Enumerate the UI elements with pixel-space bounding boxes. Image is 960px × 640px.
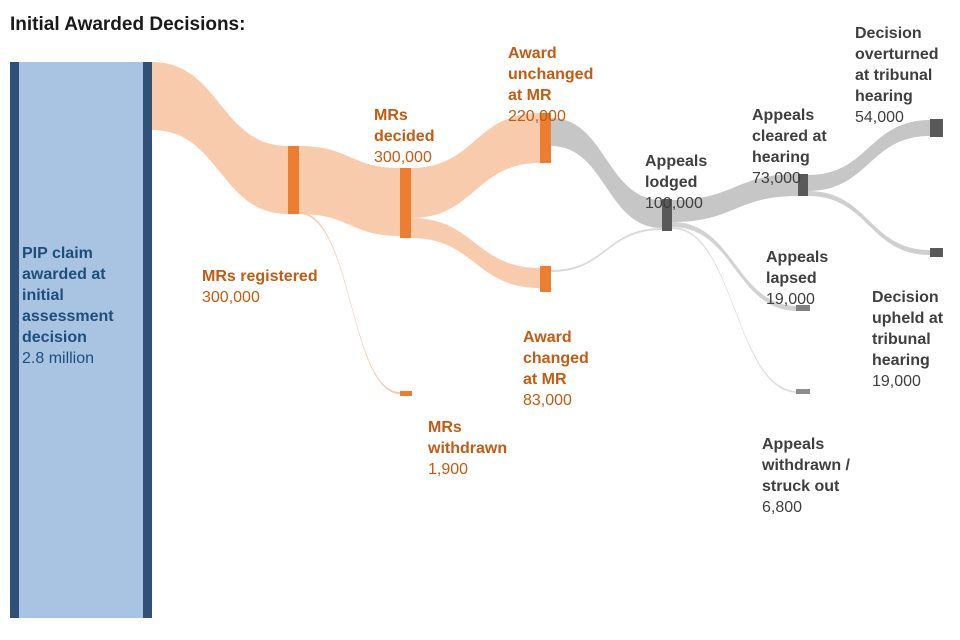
label-decision-overturned-value: 54,000 bbox=[855, 109, 904, 126]
sankey-node-award-unchanged bbox=[540, 113, 551, 163]
label-appeals-lapsed-name: Appeals lapsed bbox=[766, 249, 829, 287]
label-mrs-registered: MRs registered 300,000 bbox=[202, 245, 352, 329]
label-mrs-decided-value: 300,000 bbox=[374, 149, 432, 166]
flow-award-unchanged-to-appeals-lodged bbox=[551, 118, 662, 228]
label-award-unchanged-value: 220,000 bbox=[508, 108, 566, 125]
label-appeals-lapsed-value: 19,000 bbox=[766, 291, 815, 308]
label-mrs-withdrawn: MRs withdrawn 1,900 bbox=[428, 396, 538, 501]
flow-mrs-decided-to-award-unchanged bbox=[411, 113, 540, 218]
flow-appeals-lodged-to-appeals-lapsed bbox=[672, 222, 798, 311]
label-award-unchanged-name: Award unchanged at MR bbox=[508, 45, 594, 104]
label-mrs-withdrawn-value: 1,900 bbox=[428, 461, 469, 478]
pip-bar-left-edge bbox=[10, 62, 19, 618]
label-decision-upheld-name: Decision upheld at tribunal hearing bbox=[872, 289, 944, 369]
flow-mrs-registered-to-mrs-decided bbox=[299, 146, 400, 236]
sankey-flows bbox=[152, 62, 930, 394]
label-mrs-withdrawn-name: MRs withdrawn bbox=[428, 419, 508, 457]
label-decision-overturned-name: Decision overturned at tribunal hearing bbox=[855, 25, 939, 105]
page-title: Initial Awarded Decisions: bbox=[10, 14, 246, 35]
label-appeals-lapsed: Appeals lapsed 19,000 bbox=[766, 226, 876, 331]
flow-appeals-lodged-to-appeals-cleared bbox=[672, 174, 798, 222]
sankey-node-mrs-registered bbox=[288, 146, 299, 214]
label-mrs-decided: MRs decided 300,000 bbox=[374, 84, 484, 189]
label-appeals-withdrawn: Appeals withdrawn / struck out 6,800 bbox=[762, 413, 892, 539]
flow-appeals-cleared-to-decision-overturned bbox=[808, 120, 930, 191]
label-award-changed: Award changed at MR 83,000 bbox=[523, 306, 633, 432]
label-appeals-withdrawn-value: 6,800 bbox=[762, 499, 803, 516]
label-appeals-lodged: Appeals lodged 100,000 bbox=[645, 130, 755, 235]
sankey-node-mrs-withdrawn bbox=[400, 391, 412, 396]
sankey-node-appeals-lapsed bbox=[796, 305, 810, 311]
label-decision-overturned: Decision overturned at tribunal hearing … bbox=[855, 2, 959, 149]
label-mrs-decided-name: MRs decided bbox=[374, 107, 435, 145]
label-appeals-lodged-name: Appeals lodged bbox=[645, 153, 708, 191]
flow-award-changed-to-appeals-lodged bbox=[551, 228, 662, 272]
label-pip-claim: PIP claim awarded at initial assessment … bbox=[22, 222, 144, 390]
flow-pip-to-mrs-registered bbox=[152, 62, 288, 214]
flow-mrs-decided-to-award-changed bbox=[411, 218, 540, 288]
sankey-node-appeals-withdrawn bbox=[796, 389, 810, 394]
sankey-node-mrs-decided bbox=[400, 168, 411, 238]
label-mrs-registered-value: 300,000 bbox=[202, 289, 260, 306]
flow-appeals-lodged-to-appeals-withdrawn bbox=[672, 227, 798, 393]
sankey-node-pip-awarded bbox=[10, 62, 152, 618]
sankey-nodes bbox=[288, 113, 943, 396]
label-pip-claim-name: PIP claim awarded at initial assessment … bbox=[22, 245, 114, 346]
label-award-changed-name: Award changed at MR bbox=[523, 329, 589, 388]
label-appeals-cleared-name: Appeals cleared at hearing bbox=[752, 107, 827, 166]
flow-appeals-cleared-to-decision-upheld bbox=[808, 191, 930, 255]
label-mrs-registered-name: MRs registered bbox=[202, 268, 318, 285]
label-appeals-cleared-value: 73,000 bbox=[752, 170, 801, 187]
label-award-changed-value: 83,000 bbox=[523, 392, 572, 409]
sankey-node-award-changed bbox=[540, 266, 551, 292]
label-appeals-cleared: Appeals cleared at hearing 73,000 bbox=[752, 84, 862, 210]
sankey-node-appeals-lodged bbox=[662, 199, 672, 231]
label-award-unchanged: Award unchanged at MR 220,000 bbox=[508, 22, 628, 148]
label-pip-claim-value: 2.8 million bbox=[22, 350, 95, 367]
label-appeals-withdrawn-name: Appeals withdrawn / struck out bbox=[762, 436, 850, 495]
label-decision-upheld-value: 19,000 bbox=[872, 373, 921, 390]
sankey-node-decision-overturned bbox=[930, 119, 943, 137]
label-decision-upheld: Decision upheld at tribunal hearing 19,0… bbox=[872, 266, 960, 413]
sankey-node-appeals-cleared bbox=[798, 174, 808, 196]
pip-bar-fill bbox=[10, 62, 152, 618]
pip-bar-right-edge bbox=[143, 62, 152, 618]
label-appeals-lodged-value: 100,000 bbox=[645, 195, 703, 212]
sankey-node-decision-upheld bbox=[930, 248, 943, 257]
